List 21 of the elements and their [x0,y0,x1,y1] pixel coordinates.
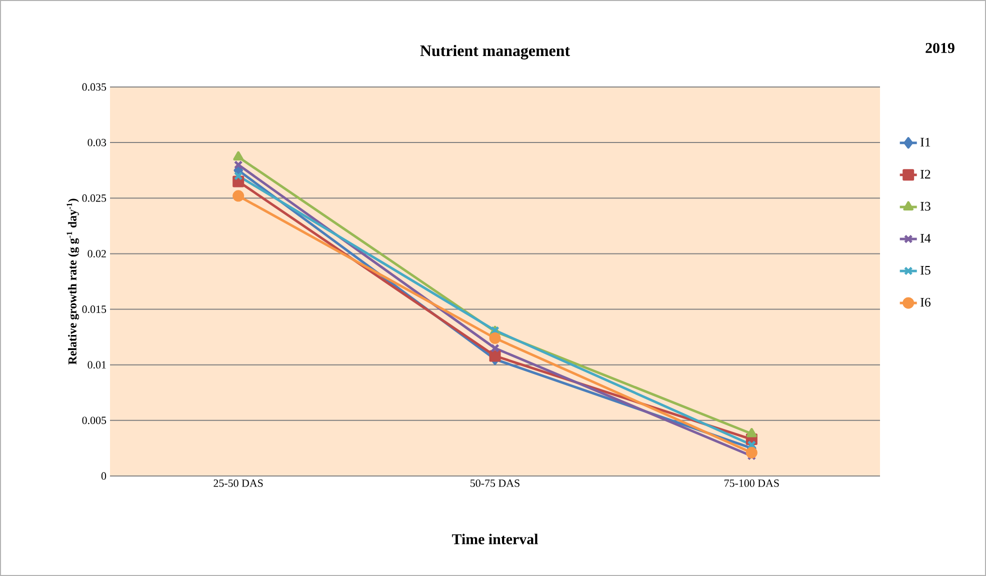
y-tick-label: 0 [101,472,106,480]
y-tick-label: 0.01 [88,361,106,369]
x-tick-label: 25-50 DAS [214,480,263,487]
y-tick-label: 0.025 [82,194,106,202]
x-axis-title: Time interval [452,534,538,544]
x-tick-label: 50-75 DAS [470,480,520,487]
legend-label: I4 [920,234,931,243]
legend-label: I3 [920,202,930,211]
y-axis-title: Relative growth rate (g g$^{-1}$ day$^{-1}$) [66,198,79,365]
legend-label: I2 [920,170,930,178]
legend-label: I1 [920,138,930,146]
y-tick-label: 0.035 [82,83,106,91]
x-tick-label: 75-100 DAS [724,480,779,487]
y-tick-label: 0.03 [88,138,106,146]
legend-label: I5 [920,266,930,275]
y-tick-label: 0.015 [82,306,106,313]
y-tick-label: 0.005 [82,416,106,424]
text: 2019 [926,42,954,54]
chart-title: Nutrient management [420,44,570,60]
y-tick-label: 0.02 [88,250,106,258]
legend-label: I6 [920,298,931,307]
